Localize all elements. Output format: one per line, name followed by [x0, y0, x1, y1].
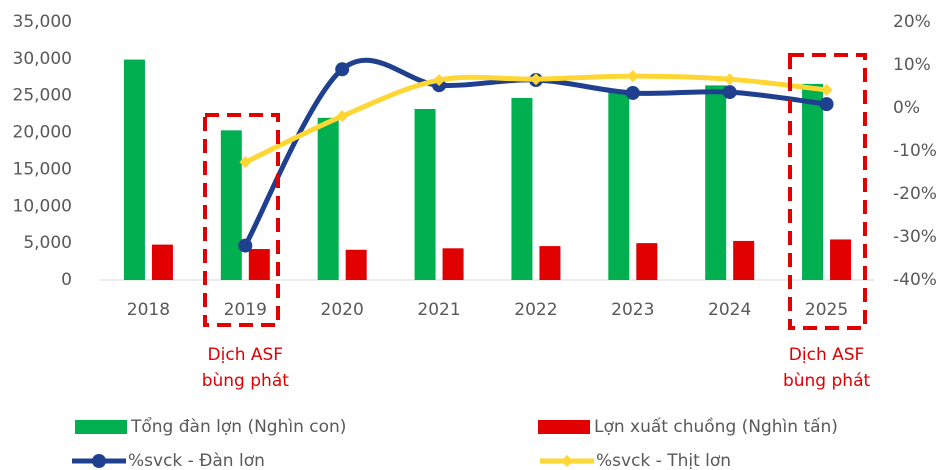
bar: [414, 108, 436, 281]
marker: [723, 73, 736, 86]
highlight-box: [203, 113, 280, 327]
bar: [123, 59, 145, 280]
bar: [802, 83, 824, 280]
y-tick-label: 25,000: [13, 86, 72, 106]
marker: [820, 83, 833, 96]
marker: [819, 97, 834, 112]
marker: [335, 62, 350, 77]
legend-swatch: [75, 420, 127, 434]
bar: [636, 243, 658, 280]
legend-label: Lợn xuất chuồng (Nghìn tấn): [594, 416, 838, 437]
marker: [238, 238, 253, 253]
y-tick-label: 0: [61, 270, 72, 290]
x-tick-label: 2023: [611, 300, 654, 320]
legend-label: %svck - Đàn lơn: [128, 451, 265, 470]
highlight-box: [788, 53, 867, 330]
marker: [722, 85, 737, 100]
legend-label: %svck - Thịt lơn: [596, 451, 731, 470]
legend-marker: [92, 454, 106, 468]
annotation: Dịch ASF: [208, 345, 284, 365]
x-tick-label: 2021: [417, 300, 460, 320]
bar: [248, 249, 270, 280]
y-tick-label: 10,000: [13, 196, 72, 216]
x-tick-label: 2022: [514, 300, 557, 320]
marker: [239, 156, 252, 169]
bar: [608, 92, 630, 281]
legend-marker: [561, 455, 573, 467]
marker: [626, 70, 639, 83]
y-tick-label: 35,000: [13, 12, 72, 32]
bar: [220, 130, 242, 280]
y2-tick-label: 20%: [893, 12, 931, 32]
legend-label: Tổng đàn lợn (Nghìn con): [130, 416, 346, 437]
x-tick-label: 2019: [224, 300, 267, 320]
x-tick-label: 2020: [321, 300, 364, 320]
annotation: bùng phát: [783, 371, 871, 391]
y2-tick-label: 0%: [893, 98, 920, 118]
y2-tick-label: -10%: [893, 141, 937, 161]
bar: [539, 246, 561, 280]
marker: [625, 85, 640, 100]
marker: [529, 73, 542, 86]
y-tick-label: 20,000: [13, 123, 72, 143]
bar: [442, 248, 464, 280]
bar: [345, 249, 367, 280]
y2-tick-label: -30%: [893, 227, 937, 247]
y2-tick-label: -20%: [893, 184, 937, 204]
x-tick-label: 2024: [708, 300, 751, 320]
y-tick-label: 30,000: [13, 49, 72, 69]
marker: [336, 110, 349, 123]
legend-swatch: [538, 420, 590, 434]
y2-tick-label: 10%: [893, 55, 931, 75]
bar: [151, 244, 173, 280]
annotation: bùng phát: [202, 371, 290, 391]
bar: [705, 85, 727, 280]
y-tick-label: 15,000: [13, 159, 72, 179]
x-tick-label: 2025: [805, 300, 848, 320]
bar: [830, 239, 852, 280]
annotation: Dịch ASF: [789, 345, 865, 365]
bar: [733, 240, 755, 280]
marker: [433, 74, 446, 87]
bar: [317, 117, 339, 280]
y2-tick-label: -40%: [893, 270, 937, 290]
bar: [511, 97, 533, 280]
y-tick-label: 5,000: [23, 233, 72, 253]
x-tick-label: 2018: [127, 300, 170, 320]
